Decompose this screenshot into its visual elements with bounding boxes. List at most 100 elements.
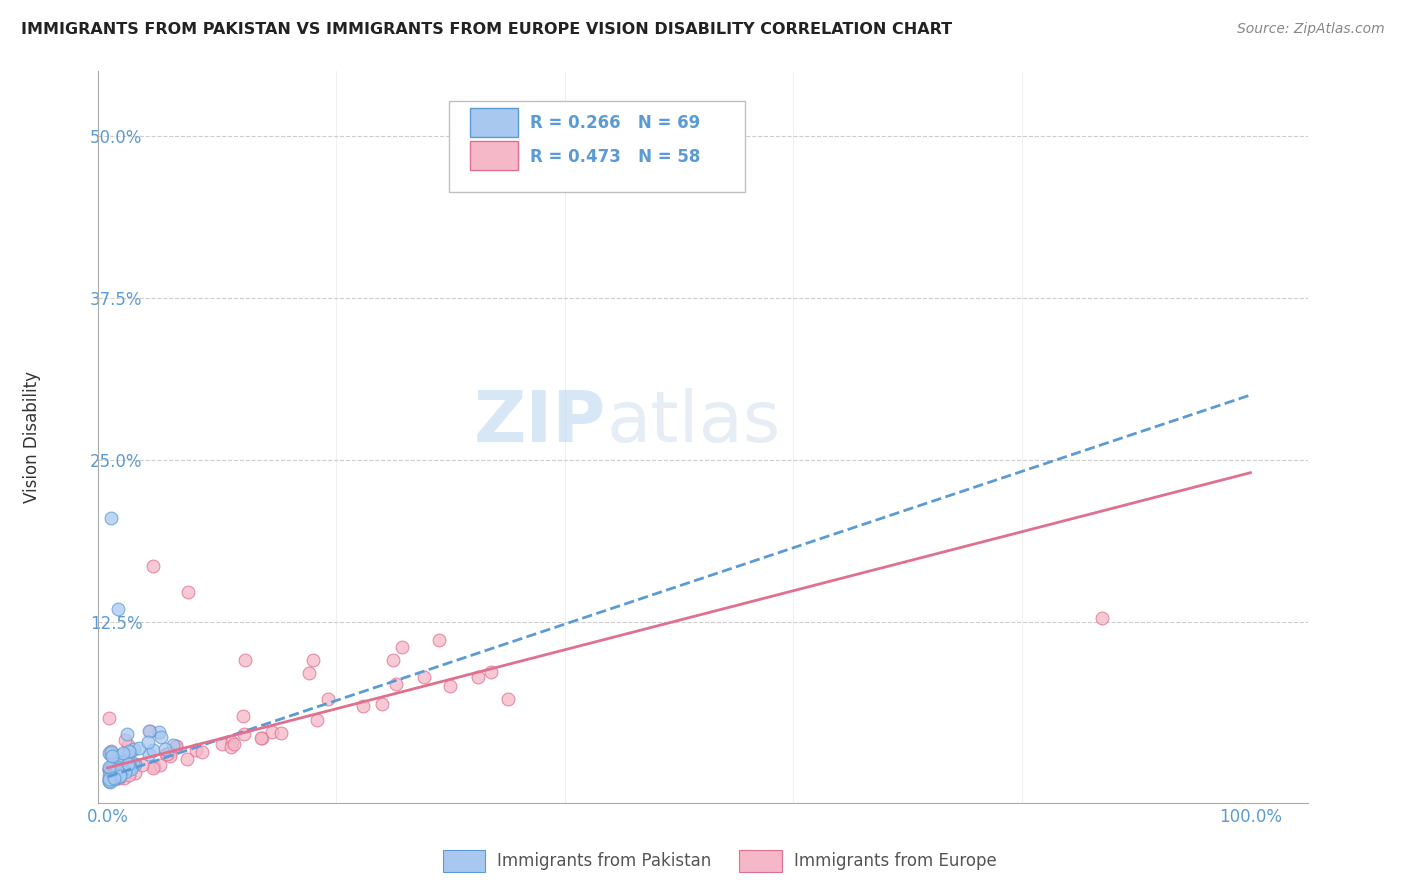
Point bbox=[110, 747, 132, 762]
Point bbox=[298, 666, 321, 681]
Point bbox=[101, 766, 124, 780]
Point bbox=[100, 758, 122, 772]
Point bbox=[155, 747, 177, 761]
Point bbox=[316, 691, 339, 706]
Point bbox=[382, 653, 405, 667]
Point bbox=[115, 760, 138, 774]
Point bbox=[97, 746, 120, 760]
Point bbox=[117, 727, 139, 741]
Point bbox=[105, 768, 128, 782]
Text: Vision Disability: Vision Disability bbox=[22, 371, 41, 503]
Point bbox=[97, 773, 120, 788]
Point bbox=[162, 738, 184, 752]
Point bbox=[107, 756, 129, 770]
Point bbox=[110, 762, 132, 776]
Point bbox=[101, 748, 124, 763]
Point bbox=[148, 724, 170, 739]
Point bbox=[138, 724, 160, 739]
Text: R = 0.473   N = 58: R = 0.473 N = 58 bbox=[530, 148, 700, 166]
Point bbox=[101, 762, 124, 776]
Point bbox=[100, 745, 122, 759]
Point bbox=[233, 653, 256, 667]
Text: atlas: atlas bbox=[606, 388, 780, 457]
Point bbox=[270, 726, 292, 740]
Point bbox=[142, 743, 165, 757]
Point bbox=[112, 771, 135, 785]
Point bbox=[111, 746, 134, 760]
Point bbox=[118, 745, 141, 759]
Point bbox=[115, 761, 138, 775]
Point bbox=[97, 772, 120, 787]
Point bbox=[101, 756, 124, 770]
Point bbox=[391, 640, 413, 654]
Point bbox=[108, 763, 131, 777]
Point bbox=[98, 772, 121, 786]
Point bbox=[110, 769, 132, 783]
Point bbox=[105, 762, 128, 776]
Point bbox=[120, 759, 142, 773]
Point bbox=[159, 746, 181, 760]
Point bbox=[105, 760, 128, 774]
Text: Source: ZipAtlas.com: Source: ZipAtlas.com bbox=[1237, 22, 1385, 37]
Point bbox=[97, 711, 120, 725]
Point bbox=[115, 751, 138, 765]
Point bbox=[302, 653, 325, 667]
Point bbox=[136, 735, 159, 749]
Point bbox=[153, 741, 176, 756]
Point bbox=[97, 762, 120, 776]
Point bbox=[97, 762, 120, 776]
Point bbox=[108, 768, 131, 782]
Point bbox=[142, 558, 165, 573]
Point bbox=[98, 759, 121, 773]
Point bbox=[211, 737, 233, 751]
Point bbox=[105, 762, 128, 776]
Point bbox=[224, 737, 246, 751]
Point bbox=[100, 761, 122, 775]
Point bbox=[143, 759, 166, 773]
Point bbox=[149, 758, 172, 772]
Text: Immigrants from Europe: Immigrants from Europe bbox=[793, 853, 997, 871]
Point bbox=[496, 692, 519, 706]
FancyBboxPatch shape bbox=[443, 850, 485, 872]
Point bbox=[98, 774, 121, 789]
Point bbox=[107, 770, 129, 784]
Text: ZIP: ZIP bbox=[474, 388, 606, 457]
Point bbox=[97, 769, 120, 783]
Point bbox=[110, 752, 132, 766]
Point bbox=[371, 697, 394, 711]
Point bbox=[176, 751, 198, 765]
Point bbox=[467, 670, 489, 684]
Point bbox=[427, 632, 450, 647]
Point bbox=[104, 767, 127, 781]
Point bbox=[114, 733, 136, 747]
Point bbox=[250, 731, 273, 745]
Point bbox=[107, 772, 129, 786]
Point bbox=[260, 725, 283, 739]
Point bbox=[108, 760, 131, 774]
Point bbox=[107, 769, 129, 783]
Point bbox=[139, 723, 162, 738]
Point bbox=[98, 747, 121, 761]
Point bbox=[191, 745, 214, 759]
Point bbox=[110, 765, 132, 780]
FancyBboxPatch shape bbox=[470, 141, 517, 170]
Point bbox=[176, 584, 198, 599]
Point bbox=[117, 739, 139, 753]
Text: R = 0.266   N = 69: R = 0.266 N = 69 bbox=[530, 114, 700, 132]
Point bbox=[149, 730, 172, 744]
Point bbox=[104, 768, 127, 782]
Point bbox=[128, 741, 150, 756]
Point bbox=[114, 765, 136, 780]
Point bbox=[249, 731, 271, 745]
Point bbox=[232, 727, 254, 741]
Point bbox=[98, 764, 121, 778]
Point bbox=[120, 762, 142, 776]
Point bbox=[115, 759, 138, 773]
Point bbox=[165, 739, 187, 753]
Point bbox=[112, 752, 135, 766]
Point bbox=[232, 709, 254, 723]
FancyBboxPatch shape bbox=[470, 108, 517, 137]
Point bbox=[107, 754, 129, 768]
Point bbox=[1091, 610, 1114, 624]
Point bbox=[479, 665, 502, 679]
